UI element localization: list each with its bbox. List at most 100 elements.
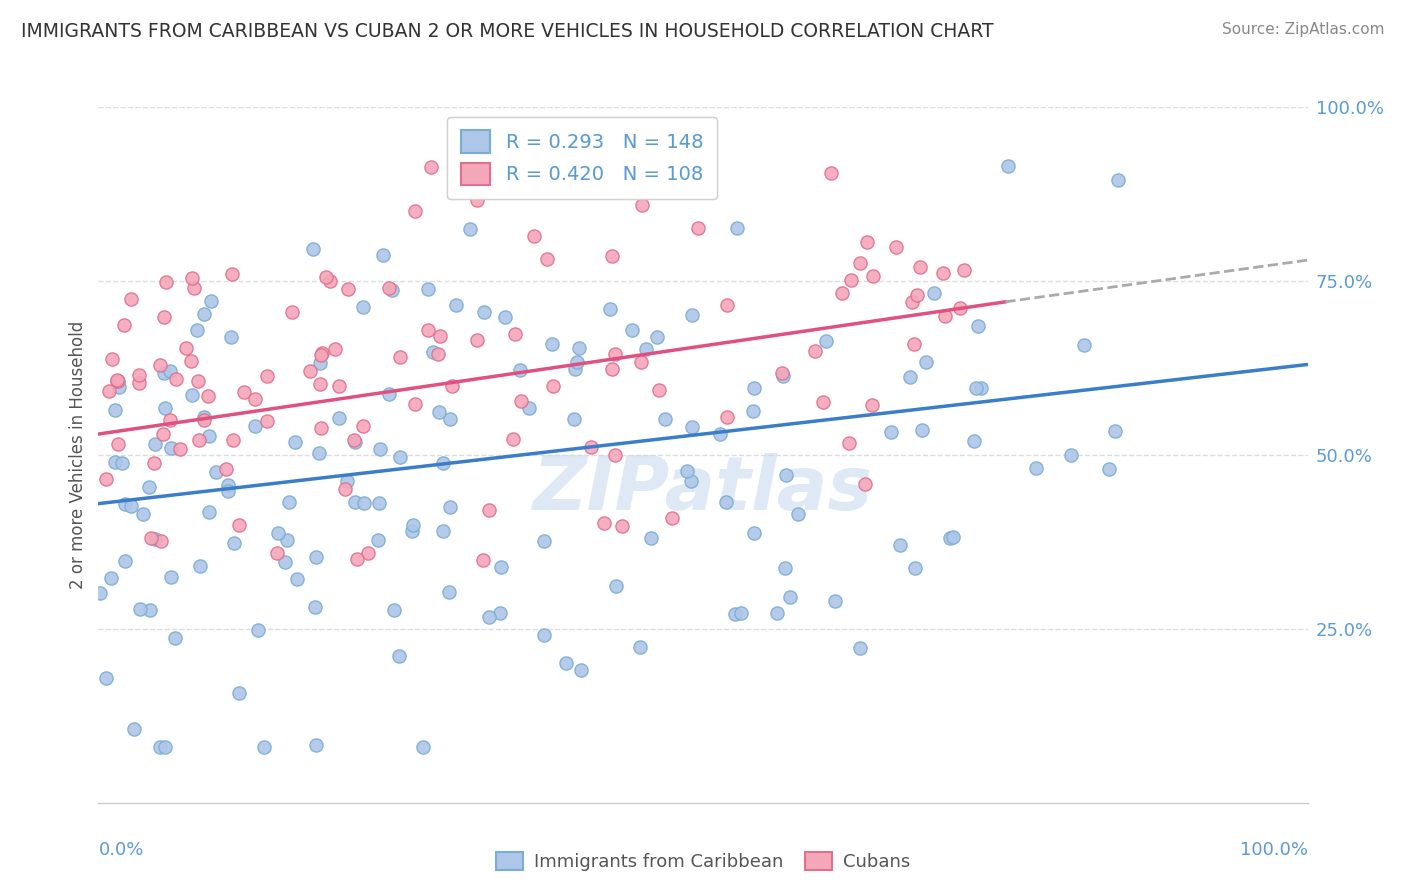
Point (343, 434, 366, 449)
Point (198, 505, 221, 519)
Point (107, 374, 129, 388)
Point (247, 623, 270, 637)
Point (153, 740, 176, 755)
Point (967, 318, 990, 333)
Point (437, 584, 460, 599)
Point (494, 310, 516, 324)
Point (120, 500, 142, 514)
Point (356, 547, 378, 561)
Point (120, 292, 142, 306)
Point (112, 318, 135, 332)
Point (100, 571, 122, 585)
Point (169, 442, 191, 456)
Point (922, 285, 945, 300)
Point (389, 450, 412, 465)
Point (401, 524, 423, 538)
Point (536, 252, 558, 267)
Point (131, 508, 153, 522)
Point (114, 497, 136, 511)
Point (352, 418, 374, 433)
Point (446, 298, 468, 312)
Point (1107, 173, 1129, 187)
Point (787, 507, 810, 521)
Y-axis label: 2 or more Vehicles in Household: 2 or more Vehicles in Household (69, 321, 87, 589)
Point (418, 282, 440, 296)
Point (107, 437, 129, 451)
Point (439, 500, 461, 515)
Point (276, 533, 298, 547)
Point (742, 381, 765, 395)
Point (634, 342, 657, 356)
Point (323, 343, 346, 357)
Point (266, 546, 288, 560)
Point (221, 330, 243, 344)
Point (94, 672, 117, 686)
Point (661, 510, 683, 524)
Point (592, 516, 614, 530)
Point (174, 341, 197, 355)
Point (427, 405, 450, 419)
Point (1104, 424, 1126, 438)
Point (773, 561, 796, 575)
Point (143, 533, 166, 547)
Point (908, 260, 931, 275)
Point (811, 394, 834, 409)
Point (970, 380, 993, 394)
Point (426, 346, 449, 360)
Point (862, 268, 884, 283)
Point (335, 482, 357, 496)
Point (111, 456, 134, 470)
Point (510, 394, 533, 409)
Point (772, 369, 794, 384)
Point (378, 387, 401, 401)
Point (471, 553, 494, 567)
Point (645, 330, 668, 344)
Point (942, 530, 965, 544)
Point (105, 373, 128, 387)
Point (915, 355, 938, 369)
Point (1098, 462, 1121, 476)
Point (648, 383, 671, 397)
Point (742, 526, 765, 541)
Point (181, 388, 204, 402)
Point (378, 281, 401, 295)
Point (824, 593, 846, 607)
Point (630, 198, 652, 212)
Point (533, 533, 555, 548)
Point (568, 341, 591, 355)
Point (188, 559, 211, 574)
Point (346, 552, 368, 566)
Point (155, 401, 177, 415)
Point (142, 456, 165, 470)
Point (138, 603, 160, 617)
Point (344, 495, 367, 509)
Point (714, 494, 737, 508)
Point (165, 631, 187, 645)
Point (155, 275, 177, 289)
Point (373, 248, 395, 262)
Point (605, 578, 627, 592)
Point (308, 376, 330, 391)
Point (253, 739, 276, 754)
Point (533, 628, 555, 642)
Point (432, 524, 454, 538)
Point (600, 362, 623, 376)
Point (503, 326, 526, 341)
Point (831, 286, 853, 301)
Point (183, 281, 205, 295)
Point (138, 480, 160, 494)
Point (541, 379, 564, 393)
Point (997, 159, 1019, 173)
Point (336, 474, 359, 488)
Point (681, 419, 703, 434)
Point (404, 203, 426, 218)
Point (352, 300, 374, 314)
Point (285, 572, 308, 586)
Point (770, 366, 793, 380)
Point (716, 409, 738, 424)
Point (1073, 338, 1095, 352)
Point (388, 649, 411, 664)
Point (600, 249, 623, 263)
Legend: R = 0.293   N = 148, R = 0.420   N = 108: R = 0.293 N = 148, R = 0.420 N = 108 (447, 117, 717, 199)
Point (367, 496, 389, 510)
